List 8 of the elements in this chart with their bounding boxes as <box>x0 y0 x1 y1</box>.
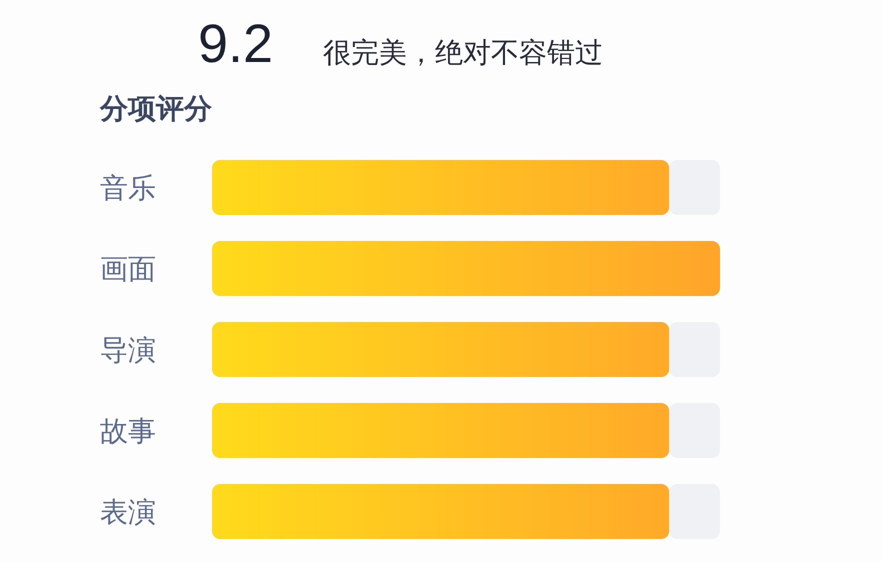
text: 9.2 <box>198 14 274 74</box>
y-tick-label: 画面 <box>100 254 156 284</box>
chart-title: 分项评分 <box>99 93 213 124</box>
text: 很完美，绝对不容错过 <box>323 37 603 68</box>
y-tick-label: 音乐 <box>100 172 156 204</box>
y-tick-label: 故事 <box>100 416 156 446</box>
y-tick-label: 表演 <box>100 496 156 528</box>
y-tick-label: 导演 <box>100 334 156 366</box>
